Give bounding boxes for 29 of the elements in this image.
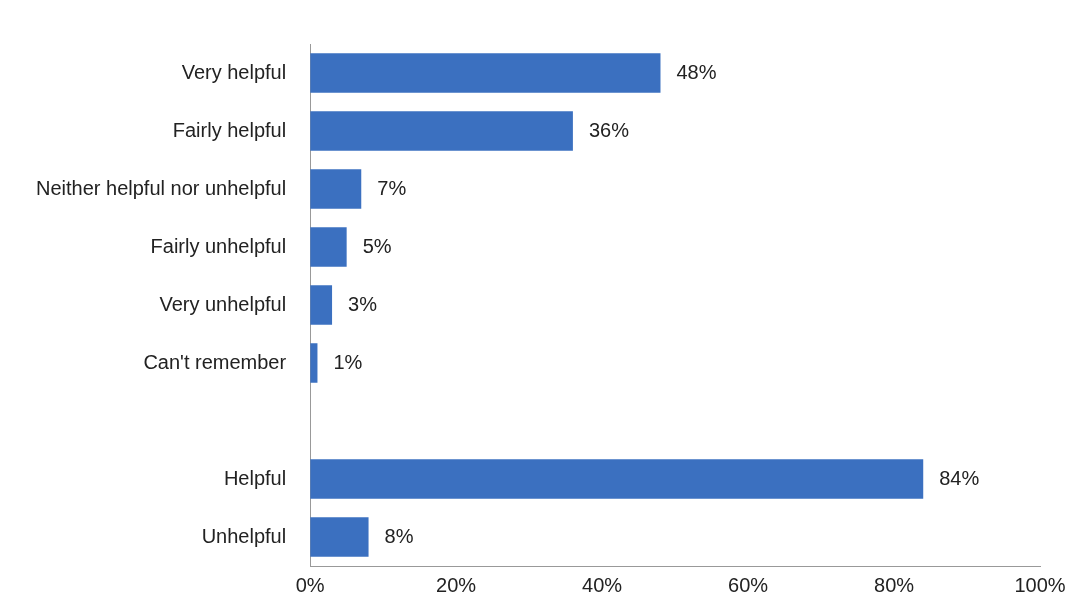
y-tick-label: Can't remember (143, 350, 287, 373)
data-label: 36% (588, 118, 630, 141)
y-tick-label: Neither helpful nor unhelpful (35, 176, 287, 199)
y-tick-label: Helpful (223, 466, 287, 489)
data-label: 1% (333, 350, 363, 373)
bar (310, 111, 573, 151)
bar (310, 517, 369, 557)
data-label: 8% (384, 524, 414, 547)
data-label: 84% (939, 466, 980, 489)
x-tick-label: 0% (295, 573, 325, 596)
y-tick-label: Very unhelpful (159, 292, 287, 315)
data-label: 3% (348, 292, 378, 315)
data-label: 48% (676, 60, 717, 83)
bar (310, 227, 347, 267)
x-tick-label: 40% (582, 573, 623, 596)
data-label: 5% (362, 234, 392, 257)
x-tick-label: 20% (436, 573, 477, 596)
bar (310, 459, 924, 499)
y-tick-label: Unhelpful (201, 524, 287, 547)
bar (310, 169, 362, 209)
bar (310, 285, 333, 325)
x-tick-label: 60% (728, 573, 769, 596)
y-tick-label: Very helpful (181, 60, 287, 83)
bar (310, 53, 661, 93)
y-tick-label: Fairly helpful (172, 118, 287, 141)
x-tick-label: 100% (1014, 573, 1066, 596)
data-label: 7% (377, 176, 407, 199)
y-tick-label: Fairly unhelpful (150, 234, 287, 257)
x-tick-label: 80% (874, 573, 915, 596)
